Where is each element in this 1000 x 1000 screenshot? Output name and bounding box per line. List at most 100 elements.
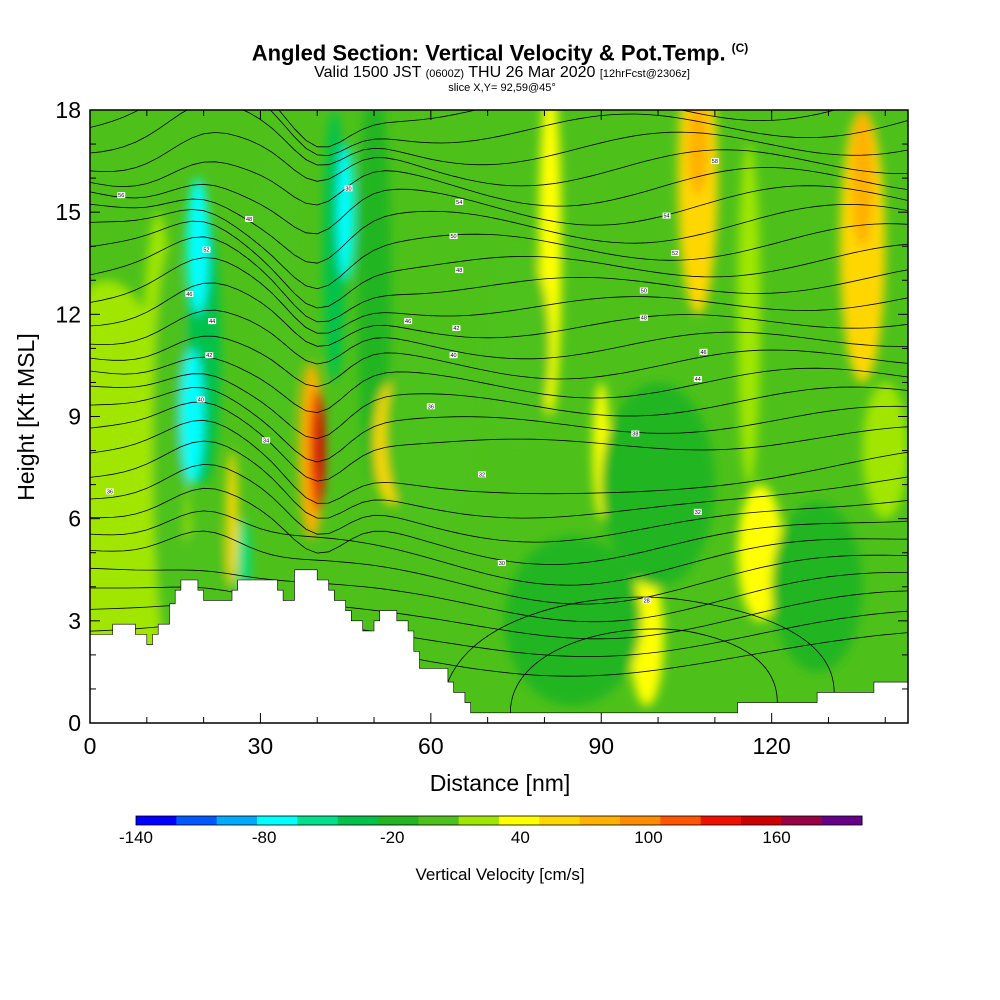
svg-text:56: 56 bbox=[118, 193, 124, 199]
plot-area: 56 48 30 54 52 50 48 46 44 46 42 42 40 40 36 34 32 58 54 52… bbox=[90, 110, 908, 723]
colorbar-tick-label: 160 bbox=[762, 828, 790, 847]
title-text: Angled Section: Vertical Velocity & Pot.… bbox=[251, 40, 726, 66]
colorbar-tick-label: -20 bbox=[380, 828, 405, 847]
colorbar-swatch bbox=[620, 816, 661, 825]
theta-contour-label: 50 bbox=[639, 287, 648, 294]
valid-time: Valid 1500 JST bbox=[314, 64, 422, 82]
colorbar-swatch bbox=[660, 816, 702, 825]
theta-contour-label: 32 bbox=[477, 471, 486, 478]
colorbar-label: Vertical Velocity [cm/s] bbox=[415, 865, 584, 884]
theta-contour-line bbox=[90, 110, 908, 157]
svg-text:34: 34 bbox=[263, 438, 269, 444]
theta-contour-line bbox=[90, 401, 908, 482]
svg-text:30: 30 bbox=[499, 561, 505, 567]
theta-contour-line bbox=[90, 282, 908, 347]
theta-contour-labels: 56 48 30 54 52 50 48 46 44 46 42 42 40 40 36 34 32 58 54 52… bbox=[105, 158, 719, 604]
theta-contour-label: 34 bbox=[262, 437, 271, 444]
colorbar-swatch bbox=[378, 816, 419, 825]
theta-contour-line bbox=[90, 356, 908, 414]
colorbar-swatch bbox=[337, 816, 379, 825]
theta-contour-line bbox=[278, 110, 837, 148]
theta-contour-line bbox=[90, 309, 908, 365]
colorbar-swatch bbox=[257, 816, 298, 825]
colorbar-tick-label: 100 bbox=[634, 828, 662, 847]
colorbar-swatch bbox=[781, 816, 823, 825]
theta-contour-line bbox=[90, 440, 908, 519]
colorbar-swatch bbox=[579, 816, 621, 825]
theta-contour-line bbox=[90, 419, 908, 504]
colorbar-swatch bbox=[700, 816, 742, 825]
svg-text:46: 46 bbox=[186, 292, 192, 298]
x-tick-label: 0 bbox=[84, 733, 97, 759]
svg-text:48: 48 bbox=[456, 268, 462, 274]
x-tick-label: 120 bbox=[752, 733, 790, 759]
svg-text:36: 36 bbox=[428, 404, 434, 410]
theta-contour-label: 30 bbox=[344, 185, 353, 192]
theta-contour-label: 36 bbox=[426, 403, 435, 410]
theta-contour-label: 58 bbox=[710, 158, 719, 165]
theta-contour-line bbox=[90, 198, 908, 264]
y-tick-label: 12 bbox=[55, 301, 81, 327]
svg-text:58: 58 bbox=[712, 159, 718, 165]
svg-text:44: 44 bbox=[695, 377, 701, 383]
y-tick-label: 18 bbox=[55, 97, 81, 123]
theta-contour-line bbox=[90, 510, 908, 586]
x-tick-label: 30 bbox=[248, 733, 274, 759]
theta-contour-label: 44 bbox=[208, 318, 217, 325]
theta-contour-line bbox=[90, 183, 908, 235]
colorbar-swatch bbox=[136, 816, 177, 825]
colorbar-tick-label: -140 bbox=[119, 828, 153, 847]
theta-contour-label: 42 bbox=[452, 324, 461, 332]
theta-contour-line bbox=[90, 110, 908, 166]
x-axis-label: Distance [nm] bbox=[430, 770, 571, 796]
theta-contour-line bbox=[90, 373, 908, 440]
theta-contour-label: 50 bbox=[449, 233, 458, 240]
valid-date: THU 26 Mar 2020 bbox=[468, 64, 596, 82]
svg-text:48: 48 bbox=[641, 316, 647, 322]
svg-text:48: 48 bbox=[246, 217, 252, 223]
theta-contour-line bbox=[441, 596, 835, 713]
y-axis-label: Height [Kft MSL] bbox=[13, 333, 39, 500]
theta-contour-label: 56 bbox=[117, 192, 126, 199]
colorbar-swatch bbox=[741, 816, 782, 825]
svg-text:30: 30 bbox=[345, 186, 351, 192]
theta-contour-label: 40 bbox=[196, 396, 205, 403]
theta-contour-line bbox=[90, 463, 908, 543]
slice-info: slice X,Y= 92,59@45° bbox=[448, 82, 556, 95]
svg-text:38: 38 bbox=[632, 432, 638, 438]
svg-text:36: 36 bbox=[107, 489, 113, 495]
theta-contour-label: 46 bbox=[185, 290, 194, 298]
theta-contour-label: 36 bbox=[105, 488, 114, 495]
theta-contour-label: 42 bbox=[205, 352, 214, 359]
colorbar-tick-label: -80 bbox=[252, 828, 277, 847]
theta-contour-label: 48 bbox=[245, 215, 254, 223]
colorbar-swatch bbox=[216, 816, 258, 825]
theta-contour-label: 52 bbox=[202, 246, 211, 254]
y-tick-label: 3 bbox=[68, 608, 81, 634]
theta-contour-line bbox=[90, 132, 908, 187]
title-mark: (C) bbox=[731, 41, 749, 55]
svg-text:54: 54 bbox=[664, 214, 670, 220]
svg-text:46: 46 bbox=[700, 350, 706, 356]
x-axis: 0 30 60 90 120 bbox=[84, 110, 886, 759]
theta-contour-line bbox=[90, 161, 908, 207]
colorbar-swatch bbox=[821, 816, 863, 825]
colorbar-swatch bbox=[458, 816, 500, 825]
svg-text:50: 50 bbox=[641, 288, 647, 294]
theta-contour-line bbox=[509, 628, 778, 713]
theta-contour-label: 32 bbox=[693, 508, 702, 516]
y-tick-label: 15 bbox=[55, 199, 81, 225]
terrain-mask bbox=[90, 569, 908, 723]
colorbar-swatch bbox=[176, 816, 218, 825]
theta-contour-label: 46 bbox=[699, 348, 708, 356]
x-tick-label: 90 bbox=[588, 733, 614, 759]
theta-contour-label: 48 bbox=[639, 314, 648, 322]
svg-text:52: 52 bbox=[672, 251, 678, 257]
colorbar-tick-label: 40 bbox=[511, 828, 530, 847]
theta-contour-label: 40 bbox=[449, 352, 458, 359]
svg-text:44: 44 bbox=[209, 319, 215, 325]
theta-contour-line bbox=[90, 487, 908, 565]
theta-contour-line bbox=[90, 220, 908, 309]
theta-contour-line bbox=[90, 209, 908, 290]
